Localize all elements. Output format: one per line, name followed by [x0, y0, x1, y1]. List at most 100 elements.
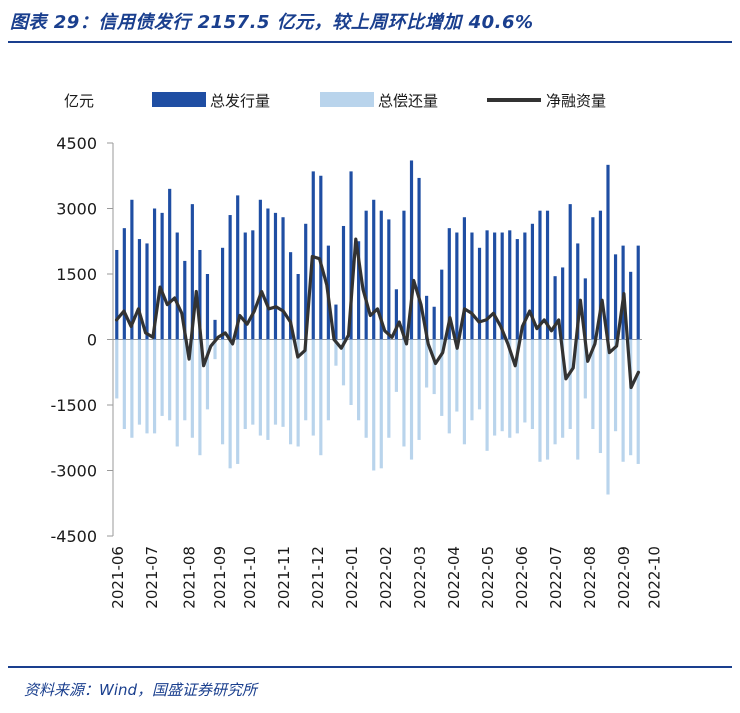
- legend-swatch-issuance: [152, 92, 206, 107]
- repayment-bar: [349, 339, 353, 405]
- issuance-bar: [205, 274, 210, 340]
- issuance-bar: [334, 304, 338, 340]
- issuance-bar: [417, 177, 421, 340]
- issuance-bar: [440, 269, 444, 340]
- line-layer: [114, 237, 641, 390]
- issuance-bar: [289, 252, 293, 340]
- issuance-bar: [394, 289, 398, 340]
- issuance-bar: [145, 243, 149, 340]
- repayment-bar: [598, 339, 603, 454]
- issuance-bar: [477, 247, 482, 340]
- repayment-bar: [319, 339, 323, 456]
- x-axis-labels: 2021-06 2021-07 2021-08 2021-09 2021-10 2021-…: [109, 546, 664, 609]
- issuance-bar: [341, 225, 346, 340]
- repayment-bar: [220, 339, 225, 445]
- issuance-bar: [523, 232, 527, 340]
- y-tick-label: -1500: [51, 396, 98, 415]
- issuance-bar: [553, 276, 557, 340]
- repayment-bar: [183, 339, 187, 421]
- issuance-bar: [561, 267, 565, 340]
- issuance-bar: [515, 239, 519, 340]
- issuance-bar: [228, 215, 232, 340]
- issuance-bar: [636, 245, 640, 340]
- issuance-bar: [236, 195, 240, 340]
- x-tick-label: 2022-01: [343, 546, 361, 609]
- repayment-bar: [606, 339, 610, 495]
- repayment-bar: [137, 339, 142, 425]
- x-tick-label: 2022-04: [445, 546, 463, 609]
- repayment-bar: [477, 339, 482, 410]
- repayment-bar: [236, 339, 240, 464]
- issuance-bar: [122, 228, 126, 340]
- repayment-bar: [266, 339, 270, 440]
- issuance-bar: [500, 232, 504, 340]
- repayment-bar: [561, 339, 565, 438]
- x-tick-label: 2021-06: [109, 546, 127, 609]
- x-tick-label: 2021-11: [275, 546, 293, 609]
- x-tick-label: 2021-12: [309, 546, 327, 609]
- issuance-bar: [198, 249, 202, 340]
- repayment-bar: [296, 339, 300, 447]
- repayment-bar: [470, 339, 474, 421]
- issuance-bar: [251, 230, 255, 340]
- repayment-bar: [493, 339, 497, 436]
- issuance-bar: [266, 208, 270, 340]
- repayment-bar: [394, 339, 398, 392]
- repayment-bar: [545, 339, 550, 460]
- y-tick-label: 0: [87, 331, 97, 350]
- repayment-bar: [425, 339, 429, 388]
- issuance-bar: [583, 278, 587, 340]
- repayment-bar: [621, 339, 625, 462]
- issuance-bar: [213, 319, 217, 340]
- repayment-bar: [304, 339, 308, 421]
- repayment-bar: [311, 339, 315, 436]
- issuance-bar: [629, 271, 633, 340]
- repayment-bar: [364, 339, 368, 438]
- y-tick-label: 3000: [56, 200, 97, 219]
- repayment-bar: [372, 339, 376, 471]
- repayment-bar: [160, 339, 164, 416]
- repayment-bar: [130, 339, 134, 438]
- issuance-bar: [243, 232, 247, 340]
- x-tick-label: 2022-03: [411, 546, 429, 609]
- repayment-bar: [530, 339, 535, 430]
- legend: 亿元 总发行量 总偿还量 净融资量: [64, 92, 606, 110]
- x-tick-label: 2022-10: [645, 546, 663, 609]
- issuance-bar: [183, 260, 187, 340]
- repayment-bar: [402, 339, 406, 447]
- issuance-bar: [425, 295, 429, 340]
- repayment-bar: [341, 339, 346, 386]
- issuance-bar: [379, 210, 383, 340]
- issuance-bar: [387, 219, 391, 340]
- legend-label-net: 净融资量: [546, 92, 606, 110]
- legend-label-issuance: 总发行量: [210, 92, 270, 110]
- issuance-bar: [130, 199, 134, 340]
- repayment-bar: [500, 339, 504, 432]
- issuance-bar: [576, 243, 580, 340]
- repayment-bar: [636, 339, 640, 464]
- repayment-bar: [591, 339, 595, 430]
- net-financing-line: [114, 237, 641, 390]
- repayment-bar: [289, 339, 293, 445]
- issuance-bar: [409, 160, 414, 340]
- repayment-bar: [576, 339, 580, 460]
- issuance-bar: [568, 204, 572, 340]
- repayment-bar: [213, 339, 217, 360]
- issuance-bar: [493, 232, 497, 340]
- bottom-divider: [8, 666, 732, 668]
- issuance-bar: [485, 230, 489, 340]
- issuance-bar: [175, 232, 179, 340]
- x-tick-label: 2022-05: [479, 546, 497, 609]
- repayment-bar: [281, 339, 285, 427]
- repayment-bar: [379, 339, 383, 469]
- x-tick-label: 2021-10: [241, 546, 259, 609]
- issuance-bar: [296, 274, 300, 340]
- repayment-bar: [583, 339, 587, 399]
- y-tick-label: 4500: [56, 134, 97, 153]
- repayment-bar: [387, 339, 391, 438]
- legend-label-repayment: 总偿还量: [378, 92, 438, 110]
- repayment-bar: [190, 339, 194, 438]
- repayment-bar: [440, 339, 444, 416]
- issuance-bar: [372, 199, 376, 340]
- legend-swatch-repayment: [320, 92, 374, 107]
